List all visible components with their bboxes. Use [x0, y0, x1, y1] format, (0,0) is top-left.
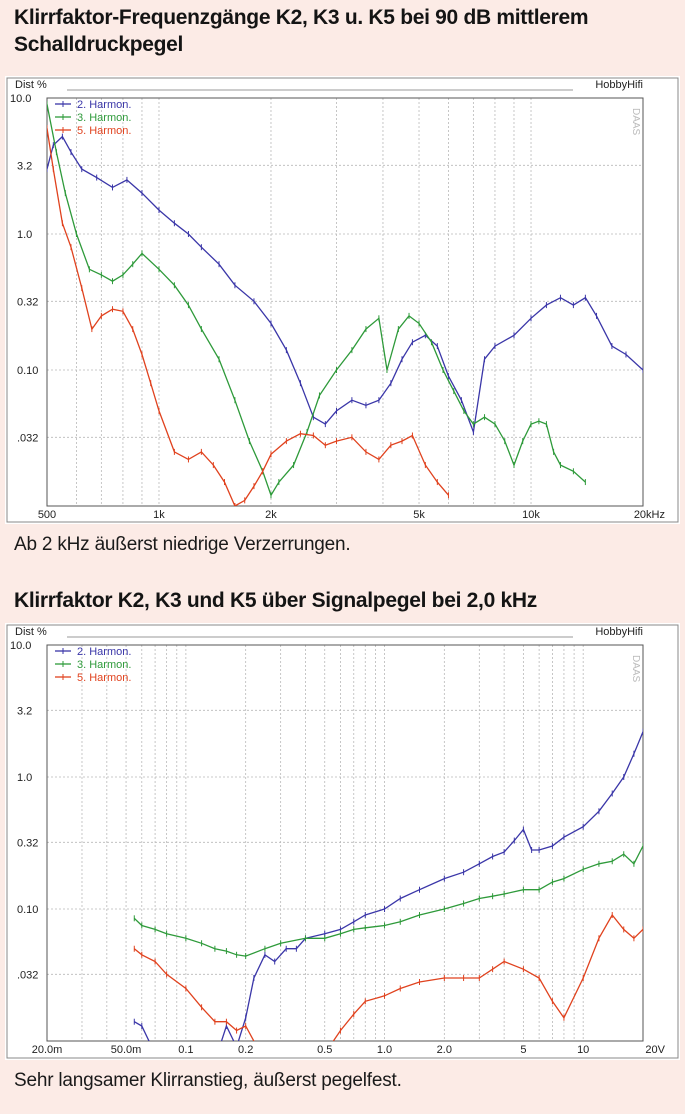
chart2-xtick-label: 1.0	[377, 1044, 392, 1056]
chart2-ytick-label: 10.0	[10, 640, 31, 652]
chart1-ytick-label: 0.10	[17, 365, 38, 377]
chart2-series-5-group	[133, 912, 643, 1041]
chart1-title: Klirrfaktor-Frequenzgänge K2, K3 u. K5 b…	[14, 6, 589, 29]
chart1-watermark: DAAS	[630, 108, 641, 136]
chart2-series-3-group	[133, 843, 643, 960]
chart1-series-3-group	[47, 101, 586, 499]
chart1-series-5-group	[47, 125, 449, 506]
chart1-outer-frame	[6, 77, 679, 523]
chart2-xtick-label: 0.5	[317, 1044, 332, 1056]
chart1-ytick-label: 10.0	[10, 93, 31, 105]
chart2-legend-label: 5. Harmon.	[77, 672, 131, 684]
chart1-xtick-label: 20kHz	[634, 509, 665, 521]
chart2-ytick-label: 3.2	[17, 705, 32, 717]
chart2-ylabel: Dist %	[15, 626, 47, 638]
chart2-series-line	[133, 731, 643, 1041]
chart2-series-2-group	[133, 728, 643, 1041]
chart1-xtick-label: 2k	[265, 509, 277, 521]
chart1-panel: Dist % HobbyHifi DAAS 10.0 3.2 1.0 0.32 0.10 .03…	[5, 76, 680, 524]
chart2-brand: HobbyHifi	[595, 626, 643, 638]
chart2-plot-frame	[46, 644, 644, 1042]
chart2-xtick-label: 2.0	[437, 1044, 452, 1056]
chart1-ytick-label: 0.32	[17, 296, 38, 308]
chart1-caption: Ab 2 kHz äußerst niedrige Verzerrungen.	[14, 534, 351, 555]
chart1-legend-label: 5. Harmon.	[77, 125, 131, 137]
chart2-svg: Dist % HobbyHifi DAAS 10.0 3.2 1.0 0.32 0.10 .03…	[6, 624, 679, 1059]
chart2-ytick-label: 0.10	[17, 904, 38, 916]
chart2-xtick-label: 50.0m	[111, 1044, 142, 1056]
chart1-xtick-label: 5k	[413, 509, 425, 521]
chart1-xtick-label: 500	[38, 509, 56, 521]
chart2-ytick-label: 1.0	[17, 772, 32, 784]
chart1-ylabel: Dist %	[15, 79, 47, 91]
chart2-ytick-label: .032	[17, 969, 38, 981]
chart2-xtick-label: 0.1	[178, 1044, 193, 1056]
chart1-legend-label: 2. Harmon.	[77, 99, 131, 111]
chart2-watermark: DAAS	[630, 655, 641, 683]
chart1-legend-label: 3. Harmon.	[77, 112, 131, 124]
chart1-plot-frame	[46, 97, 644, 507]
chart1-brand: HobbyHifi	[595, 79, 643, 91]
chart2-outer-frame	[6, 624, 679, 1059]
chart2-xtick-label: 5	[520, 1044, 526, 1056]
chart1-ytick-label: 1.0	[17, 229, 32, 241]
chart2-xtick-label: 20V	[645, 1044, 665, 1056]
chart2-xtick-label: 10	[577, 1044, 589, 1056]
chart2-xtick-label: 20.0m	[32, 1044, 63, 1056]
chart1-title-line2: Schalldruckpegel	[14, 33, 184, 56]
chart2-legend-label: 3. Harmon.	[77, 659, 131, 671]
chart2-title: Klirrfaktor K2, K3 und K5 über Signalpeg…	[14, 589, 537, 612]
chart1-ytick-label: 3.2	[17, 160, 32, 172]
chart1-svg: Dist % HobbyHifi DAAS 10.0 3.2 1.0 0.32 0.10 .03…	[6, 77, 679, 523]
chart2-ytick-label: 0.32	[17, 837, 38, 849]
chart2-caption: Sehr langsamer Klirranstieg, äußerst peg…	[14, 1070, 402, 1091]
chart1-series-line	[47, 104, 586, 497]
chart2-legend-label: 2. Harmon.	[77, 646, 131, 658]
chart1-xtick-label: 1k	[153, 509, 165, 521]
chart2-xtick-label: 0.2	[238, 1044, 253, 1056]
chart2-panel: Dist % HobbyHifi DAAS 10.0 3.2 1.0 0.32 0.10 .03…	[5, 623, 680, 1060]
chart1-ytick-label: .032	[17, 432, 38, 444]
chart1-xtick-label: 10k	[522, 509, 540, 521]
